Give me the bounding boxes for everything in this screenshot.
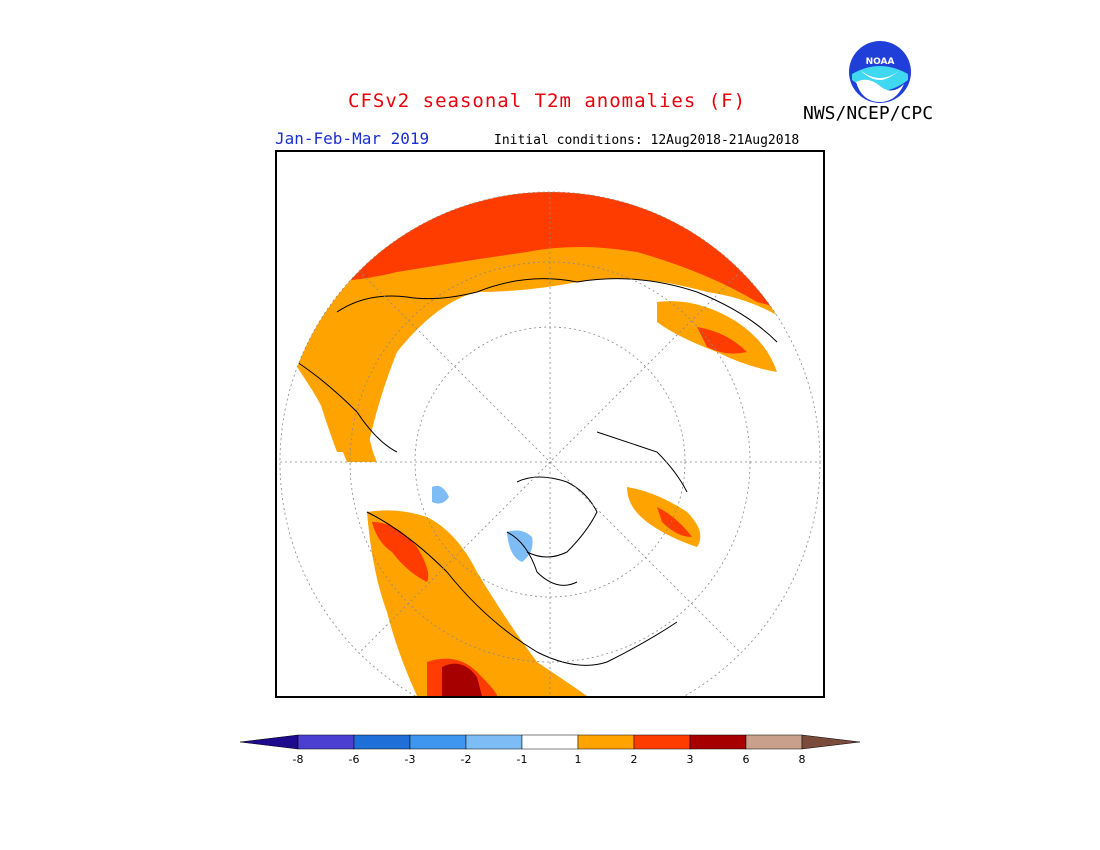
- initial-conditions-label: Initial conditions: 12Aug2018-21Aug2018: [494, 133, 800, 148]
- colorbar-tick-label: 1: [575, 753, 582, 766]
- colorbar-cell: [409, 734, 467, 750]
- map-title: CFSv2 seasonal T2m anomalies (F): [348, 90, 747, 112]
- anomaly-region-red-east: [697, 327, 747, 354]
- colorbar-tick-label: 8: [799, 753, 806, 766]
- colorbar-cell: [633, 734, 691, 750]
- colorbar-labels: -8 -6 -3 -2 -1 1 2 3 6 8: [293, 753, 806, 766]
- colorbar: -8 -6 -3 -2 -1 1 2 3 6 8: [239, 734, 861, 766]
- polar-map: [279, 191, 821, 696]
- colorbar-tick-label: -3: [405, 753, 416, 766]
- colorbar-cell: [745, 734, 803, 750]
- colorbar-tick-label: -8: [293, 753, 304, 766]
- colorbar-tick-label: -6: [349, 753, 360, 766]
- noaa-logo-text: NOAA: [866, 57, 895, 67]
- anomaly-region-darkred-south: [442, 663, 482, 696]
- colorbar-cell: [297, 734, 355, 750]
- colorbar-tick-label: 6: [743, 753, 750, 766]
- anomaly-region-blue-canada-2: [432, 485, 449, 504]
- anomaly-region-red-greenland: [657, 507, 692, 537]
- graticule: [280, 192, 820, 696]
- colorbar-tick-label: 2: [631, 753, 638, 766]
- colorbar-tick-label: -1: [517, 753, 528, 766]
- noaa-logo: NOAA: [849, 41, 911, 103]
- colorbar-cell: [353, 734, 411, 750]
- colorbar-cells: [239, 734, 861, 750]
- colorbar-arrow-right: [801, 734, 861, 750]
- anomaly-region-orange-west: [287, 312, 377, 462]
- season-label: Jan-Feb-Mar 2019: [275, 129, 430, 148]
- colorbar-cell: [521, 734, 579, 750]
- colorbar-tick-label: -2: [461, 753, 472, 766]
- polar-map-frame: [275, 150, 825, 698]
- colorbar-tick-label: 3: [687, 753, 694, 766]
- organization-label: NWS/NCEP/CPC: [803, 103, 934, 124]
- colorbar-cell: [689, 734, 747, 750]
- anomaly-region-blue-canada: [507, 530, 533, 562]
- colorbar-arrow-left: [239, 734, 299, 750]
- anomaly-region-red-namerica: [372, 522, 429, 582]
- colorbar-cell: [465, 734, 523, 750]
- colorbar-cell: [577, 734, 635, 750]
